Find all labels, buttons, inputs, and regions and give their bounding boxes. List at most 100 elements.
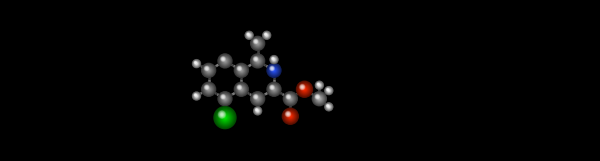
Circle shape [205,85,209,89]
Circle shape [253,94,262,104]
Circle shape [246,32,252,38]
Circle shape [239,87,240,88]
Circle shape [268,65,280,76]
Circle shape [326,104,329,107]
Circle shape [325,87,333,95]
Circle shape [319,84,320,86]
Circle shape [319,85,320,86]
Circle shape [251,37,264,50]
Circle shape [194,94,199,98]
Circle shape [287,95,290,98]
Circle shape [206,68,211,73]
Circle shape [325,104,332,110]
Circle shape [251,37,267,52]
Circle shape [194,61,197,64]
Circle shape [269,85,279,94]
Circle shape [316,96,322,102]
Circle shape [204,85,214,94]
Circle shape [194,62,196,63]
Circle shape [205,86,208,89]
Circle shape [288,96,289,97]
Circle shape [254,107,262,115]
Circle shape [268,64,280,77]
Circle shape [247,33,249,35]
Circle shape [247,33,252,38]
Circle shape [272,57,277,62]
Circle shape [265,33,266,35]
Circle shape [271,57,277,63]
Circle shape [303,88,306,91]
Circle shape [237,66,242,71]
Circle shape [325,103,332,110]
Circle shape [289,115,292,118]
Circle shape [252,55,263,67]
Circle shape [286,111,295,121]
Circle shape [268,83,280,95]
Circle shape [194,94,197,96]
Circle shape [302,87,307,92]
Circle shape [287,95,290,98]
Circle shape [263,32,272,40]
Circle shape [326,89,331,93]
Circle shape [255,41,257,42]
Circle shape [222,58,228,64]
Circle shape [254,57,257,61]
Circle shape [193,60,200,67]
Circle shape [196,62,197,65]
Circle shape [224,116,226,119]
Circle shape [196,95,197,97]
Circle shape [217,109,233,126]
Circle shape [217,110,233,125]
Circle shape [317,96,322,101]
Circle shape [193,60,200,68]
Circle shape [256,59,259,62]
Circle shape [326,104,331,109]
Circle shape [318,97,321,100]
Circle shape [194,94,197,96]
Circle shape [251,54,264,67]
Circle shape [238,66,241,71]
Circle shape [239,86,240,88]
Circle shape [255,41,256,42]
Circle shape [194,94,196,96]
Circle shape [204,66,214,75]
Circle shape [298,83,311,96]
Circle shape [239,68,240,69]
Circle shape [221,57,229,65]
Circle shape [286,95,295,103]
Circle shape [247,33,251,38]
Circle shape [265,33,266,35]
Circle shape [223,96,227,101]
Circle shape [206,68,211,72]
Circle shape [319,98,320,99]
Circle shape [247,33,249,35]
Circle shape [325,103,334,112]
Circle shape [254,95,257,98]
Circle shape [235,64,250,80]
Circle shape [287,95,294,102]
Circle shape [257,98,258,99]
Circle shape [271,86,273,89]
Circle shape [256,109,258,111]
Circle shape [247,33,249,35]
Circle shape [272,58,274,59]
Circle shape [287,113,289,115]
Circle shape [326,88,332,94]
Circle shape [253,94,258,99]
Circle shape [266,34,268,36]
Circle shape [194,94,196,96]
Circle shape [300,85,305,89]
Circle shape [245,32,253,39]
Circle shape [265,33,267,35]
Circle shape [222,58,224,60]
Circle shape [218,54,232,67]
Circle shape [301,86,308,93]
Circle shape [220,113,230,123]
Circle shape [237,85,245,94]
Circle shape [264,33,269,38]
Circle shape [317,96,318,97]
Circle shape [203,65,215,76]
Circle shape [254,108,261,114]
Circle shape [196,95,197,97]
Circle shape [203,84,214,95]
